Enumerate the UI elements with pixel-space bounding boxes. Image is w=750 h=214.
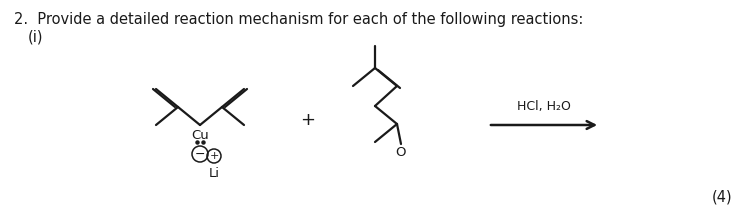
Text: O: O xyxy=(396,146,406,159)
Text: +: + xyxy=(209,151,219,161)
Text: Cu: Cu xyxy=(191,129,208,142)
Text: −: − xyxy=(195,147,206,160)
Text: HCl, H₂O: HCl, H₂O xyxy=(517,100,571,113)
Text: +: + xyxy=(301,111,316,129)
Text: (4): (4) xyxy=(711,189,732,204)
Text: Li: Li xyxy=(209,167,220,180)
Text: (i): (i) xyxy=(28,29,44,44)
Text: 2.  Provide a detailed reaction mechanism for each of the following reactions:: 2. Provide a detailed reaction mechanism… xyxy=(14,12,584,27)
